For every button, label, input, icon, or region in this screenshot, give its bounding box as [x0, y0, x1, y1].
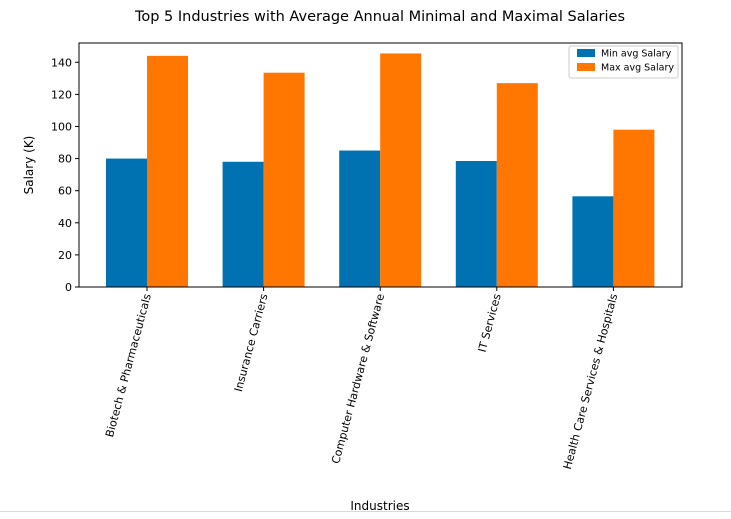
- x-tick-label: Health Care Services & Hospitals: [561, 292, 621, 471]
- bar-max-1: [147, 55, 188, 288]
- y-tick-label: 140: [51, 56, 72, 69]
- bar-min-3: [339, 150, 381, 287]
- y-tick-label: 20: [58, 249, 72, 262]
- y-tick-label: 100: [51, 120, 72, 133]
- y-tick-label: 40: [58, 217, 72, 230]
- bar-max-3: [380, 53, 422, 288]
- bar-min-2: [222, 161, 264, 287]
- legend-swatch-min: [577, 49, 595, 57]
- bar-max-5: [613, 129, 655, 287]
- legend-label-min: Min avg Salary: [601, 49, 672, 60]
- x-tick-label: Computer Hardware & Software: [329, 292, 387, 465]
- chart-title: Top 5 Industries with Average Annual Min…: [134, 9, 625, 25]
- bar-max-2: [263, 72, 305, 288]
- y-tick-label: 0: [65, 281, 72, 294]
- y-tick-label: 80: [58, 153, 72, 166]
- bar-min-4: [455, 160, 497, 287]
- legend-frame: [568, 45, 679, 79]
- bar-min-1: [106, 158, 147, 287]
- legend-swatch-max: [577, 63, 595, 71]
- legend-label-max: Max avg Salary: [601, 63, 674, 74]
- bottom-divider: [0, 511, 731, 512]
- bar-min-5: [572, 196, 614, 287]
- bar-max-4: [496, 83, 538, 287]
- legend: Min avg Salary Max avg Salary: [568, 45, 679, 79]
- x-tick-label: IT Services: [476, 292, 504, 353]
- x-tick-label: Biotech & Pharmaceuticals: [103, 292, 154, 438]
- x-axis-label: Industries: [350, 499, 409, 513]
- y-axis-label: Salary (K): [22, 136, 36, 195]
- x-tick-label: Insurance Carriers: [232, 292, 271, 393]
- y-tick-label: 60: [58, 185, 72, 198]
- y-tick-label: 120: [51, 88, 72, 101]
